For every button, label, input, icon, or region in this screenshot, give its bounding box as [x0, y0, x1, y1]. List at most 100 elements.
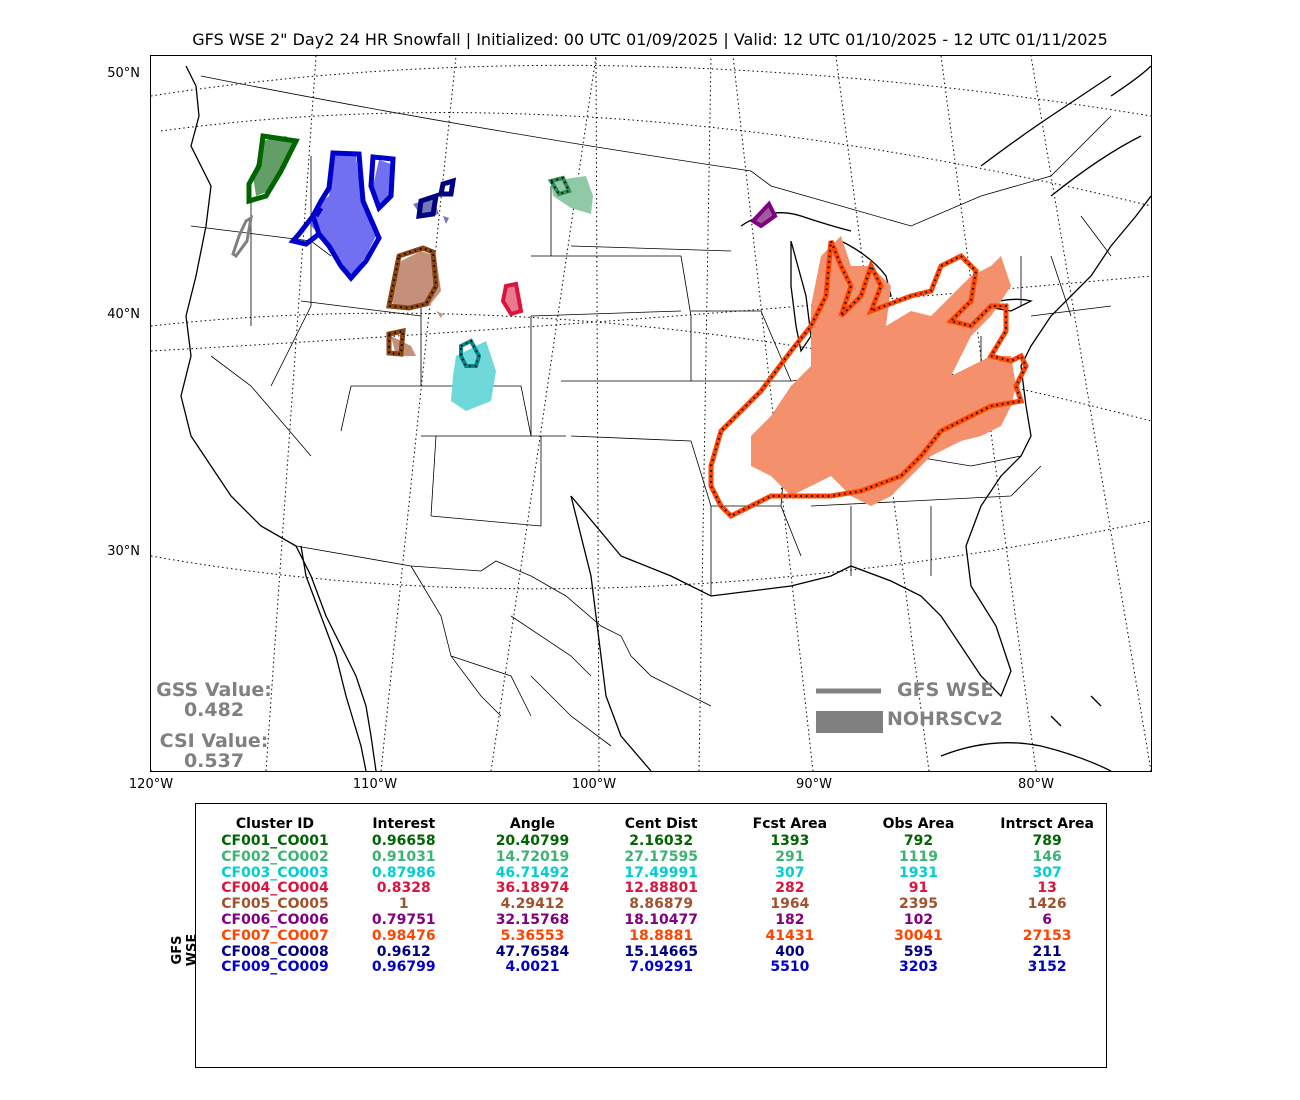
table-cell: 46.71492 — [495, 864, 570, 881]
table-cell: 6 — [1042, 911, 1052, 928]
table-cell: 1393 — [770, 833, 810, 849]
header-fcst-area: Fcst Area — [752, 816, 828, 832]
table-cell: 400 — [775, 943, 805, 960]
legend-observed-swatch — [816, 711, 883, 733]
table-cell: 307 — [775, 864, 805, 881]
parallel-50n — [151, 64, 1151, 117]
map-title: GFS WSE 2" Day2 24 HR Snowfall | Initial… — [192, 30, 1108, 49]
table-cell: 0.79751 — [371, 911, 436, 928]
table-cell: 0.91031 — [371, 848, 436, 865]
cluster-cf007 — [708, 236, 1029, 520]
lon-label-80w: 80°W — [1018, 777, 1054, 792]
table-cell: 13 — [1037, 880, 1057, 897]
cf004-forecast-outline — [500, 281, 524, 317]
table-cell: 18.10477 — [624, 911, 698, 928]
table-cell: 5.36553 — [500, 927, 565, 944]
meridian-110w — [380, 56, 457, 771]
great-lakes — [740, 212, 1033, 353]
cluster-cf003 — [451, 338, 496, 411]
table-cell: 792 — [903, 833, 934, 849]
lon-label-120w: 120°W — [128, 777, 174, 792]
cf009-observed-area — [311, 154, 391, 276]
table-cell: CF004_CO004 — [221, 880, 329, 897]
cluster-cf009 — [288, 150, 396, 282]
cf005-observed-area — [391, 251, 443, 356]
table-cell: 102 — [903, 911, 934, 928]
meridian-75w — [1030, 56, 1151, 771]
table-cell: CF003_CO003 — [221, 864, 329, 881]
table-cell: CF009_CO009 — [221, 959, 329, 976]
table-cell: 15.14665 — [624, 943, 698, 960]
table-cell: 3152 — [1027, 959, 1067, 976]
table-cell: 1964 — [770, 896, 810, 913]
table-cell: 2.16032 — [629, 833, 694, 849]
header-angle: Angle — [509, 816, 556, 832]
table-cell: 182 — [775, 911, 805, 928]
snowfall-map — [151, 56, 1151, 771]
table-cell: 12.88801 — [624, 880, 698, 897]
table-row: CF001_CO001 0.96658 20.40799 2.16032 1393 792… — [216, 833, 1106, 850]
table-row: CF003_CO003 0.87986 46.71492 17.49991 307 193… — [216, 864, 1106, 882]
table-cell: 47.76584 — [495, 943, 570, 960]
table-row: CF008_CO008 0.9612 47.76584 15.14665 400 595 2… — [216, 943, 1106, 961]
bahamas-cuba — [940, 695, 1112, 771]
cf003-forecast-dots — [460, 339, 481, 367]
lat-label-30n: 30°N — [107, 544, 140, 559]
table-cell: 36.18974 — [495, 880, 570, 897]
lat-label-40n: 40°N — [107, 307, 140, 322]
table-cell: 1 — [398, 896, 409, 913]
table-cell: 0.98476 — [371, 927, 436, 944]
table-cell: 27153 — [1022, 927, 1072, 944]
cluster-cf005 — [386, 245, 443, 357]
gulf-coast — [570, 195, 1151, 698]
table-cell: 14.72019 — [495, 848, 570, 865]
table-cell: CF001_CO001 — [221, 833, 329, 849]
table-cell: 0.96799 — [371, 959, 436, 976]
table-cell: 17.49991 — [624, 864, 698, 881]
lon-label-100w: 100°W — [571, 777, 617, 792]
table-row: CF004_CO004 0.8328 36.18974 12.88801 282 91 13 — [216, 881, 1106, 897]
table-cell: 0.96658 — [371, 833, 436, 849]
csi-value: 0.537 — [183, 750, 245, 772]
map-panel — [150, 55, 1152, 772]
table-row: CF005_CO005 1 4.29412 8.86879 1964 2395 1426 — [216, 896, 1106, 913]
table-cell: 146 — [1032, 848, 1062, 865]
header-cent-dist: Cent Dist — [624, 816, 698, 832]
cf007-forecast-outline — [708, 240, 1029, 520]
table-cell: 1119 — [898, 848, 938, 865]
borders — [190, 75, 1112, 747]
table-row: CF006_CO006 0.79751 32.15768 18.10477 182 102… — [216, 911, 1106, 929]
gss-label: GSS Value: — [156, 679, 272, 701]
west-coast — [180, 65, 377, 771]
mexico-states — [410, 565, 612, 747]
table-cell: CF005_CO005 — [221, 896, 329, 913]
table-cell: 2395 — [898, 896, 938, 913]
table-cell: 595 — [903, 943, 934, 960]
table-cell: 0.8328 — [376, 880, 431, 897]
legend-observed-label: NOHRSCv2 — [887, 708, 1003, 730]
table-row: CF009_CO009 0.96799 4.0021 7.09291 5510 3203 3… — [216, 960, 1106, 976]
legend-forecast-label: GFS WSE — [897, 679, 994, 701]
canada-coast — [980, 65, 1151, 197]
table-cell: 307 — [1032, 864, 1062, 881]
cf006-forecast-outline — [749, 200, 778, 229]
cluster-stats-panel: Cluster ID Interest Angle Cent Dist Fcst… — [195, 803, 1107, 1068]
table-cell: 5510 — [770, 959, 810, 976]
table-cell: 41431 — [765, 927, 815, 944]
cf005-forecast-dots — [387, 246, 438, 356]
legend — [816, 688, 883, 733]
cf001-forecast-outline — [246, 133, 300, 205]
table-cell: 1931 — [898, 864, 938, 881]
cf007-observed-area — [751, 236, 1016, 506]
cf006-observed-area — [753, 204, 775, 226]
cluster-cf004 — [500, 281, 524, 317]
cluster-cf008 — [413, 177, 457, 224]
table-cell: 32.15768 — [495, 911, 570, 928]
cluster-cf002 — [547, 175, 593, 214]
coastlines — [180, 65, 1151, 771]
cf008-forecast-outline — [416, 177, 457, 219]
cf002-forecast-outline — [547, 175, 572, 197]
lon-label-90w: 90°W — [796, 777, 832, 792]
cf002-observed-area — [551, 176, 593, 214]
table-row: CF007_CO007 0.98476 5.36553 18.8881 41431 300… — [216, 927, 1106, 945]
